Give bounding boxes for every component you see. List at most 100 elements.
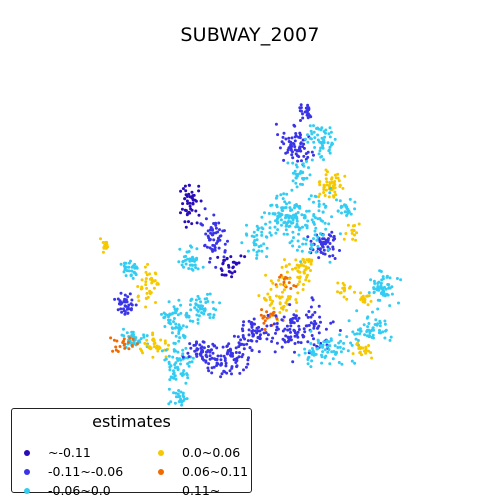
map-point — [318, 140, 322, 144]
map-point — [287, 262, 291, 266]
map-point — [143, 265, 147, 269]
map-point — [176, 350, 180, 354]
map-point — [270, 340, 274, 343]
map-point — [320, 361, 324, 365]
map-point — [355, 231, 359, 235]
map-point — [342, 347, 345, 351]
map-point — [319, 128, 323, 132]
map-point — [312, 130, 316, 134]
map-point — [208, 260, 212, 264]
map-point — [390, 292, 394, 296]
map-point — [127, 347, 131, 351]
map-point — [184, 209, 188, 213]
map-point — [338, 345, 342, 349]
map-point — [200, 311, 204, 315]
map-point — [220, 273, 224, 277]
map-point — [129, 259, 132, 263]
map-point — [265, 337, 269, 341]
map-point — [217, 246, 221, 250]
map-point — [130, 269, 134, 273]
legend-item-3: -0.06~0.0 — [24, 483, 111, 498]
map-point — [302, 146, 306, 150]
map-point — [297, 232, 301, 236]
map-point — [182, 265, 186, 269]
map-point — [350, 231, 354, 235]
map-point — [317, 256, 321, 260]
map-point — [188, 201, 192, 205]
map-point — [351, 237, 355, 241]
map-point — [272, 212, 276, 216]
map-point — [346, 223, 350, 227]
map-point — [328, 260, 332, 264]
map-point — [359, 291, 363, 295]
map-point — [208, 246, 212, 250]
map-point — [208, 292, 212, 296]
map-point — [201, 340, 205, 344]
map-point — [148, 272, 152, 276]
map-point — [115, 339, 119, 343]
map-point — [125, 307, 129, 311]
map-point — [207, 362, 211, 366]
map-point — [289, 148, 293, 152]
map-point — [211, 300, 215, 304]
map-point — [304, 137, 307, 141]
map-point — [167, 343, 170, 347]
map-point — [207, 369, 211, 373]
map-point — [341, 186, 345, 190]
map-point — [216, 255, 220, 259]
map-point — [144, 283, 148, 287]
map-point — [301, 145, 304, 149]
map-point — [127, 269, 131, 273]
map-point — [214, 265, 218, 269]
map-point — [181, 393, 185, 397]
map-point — [167, 360, 171, 364]
map-point — [305, 226, 309, 230]
map-point — [224, 361, 228, 365]
map-point — [189, 346, 193, 350]
map-point — [351, 228, 355, 232]
map-point — [150, 281, 154, 285]
map-point — [275, 341, 279, 345]
map-point — [303, 260, 307, 264]
map-point — [353, 361, 357, 365]
map-point — [310, 359, 314, 363]
map-point — [336, 281, 340, 285]
map-point — [265, 316, 269, 320]
map-point — [177, 400, 181, 404]
map-point — [288, 297, 292, 301]
map-point — [154, 272, 158, 276]
map-point — [130, 344, 134, 347]
map-point — [136, 295, 140, 299]
map-point — [275, 285, 279, 289]
map-point — [305, 209, 309, 213]
map-point — [383, 336, 387, 340]
map-point — [144, 296, 148, 300]
map-point — [376, 281, 380, 285]
map-point — [304, 265, 308, 269]
map-point — [268, 220, 272, 224]
map-point — [344, 232, 348, 235]
map-point — [196, 294, 200, 298]
map-point — [316, 244, 320, 248]
map-point — [163, 325, 167, 328]
map-point — [334, 193, 338, 197]
map-point — [294, 214, 298, 218]
map-point — [134, 303, 138, 307]
map-point — [210, 371, 214, 375]
map-point — [307, 310, 311, 313]
map-point — [302, 271, 306, 275]
map-point — [206, 349, 210, 352]
map-point — [185, 199, 189, 203]
map-point — [184, 225, 188, 229]
map-point — [369, 351, 373, 355]
map-point — [366, 325, 370, 329]
map-point — [329, 130, 333, 134]
map-point — [376, 307, 380, 311]
map-point — [227, 270, 231, 273]
map-point — [294, 225, 298, 229]
map-point — [129, 308, 133, 312]
map-point — [336, 346, 340, 349]
map-point — [255, 326, 259, 330]
map-point — [204, 354, 208, 358]
map-point — [309, 260, 313, 264]
